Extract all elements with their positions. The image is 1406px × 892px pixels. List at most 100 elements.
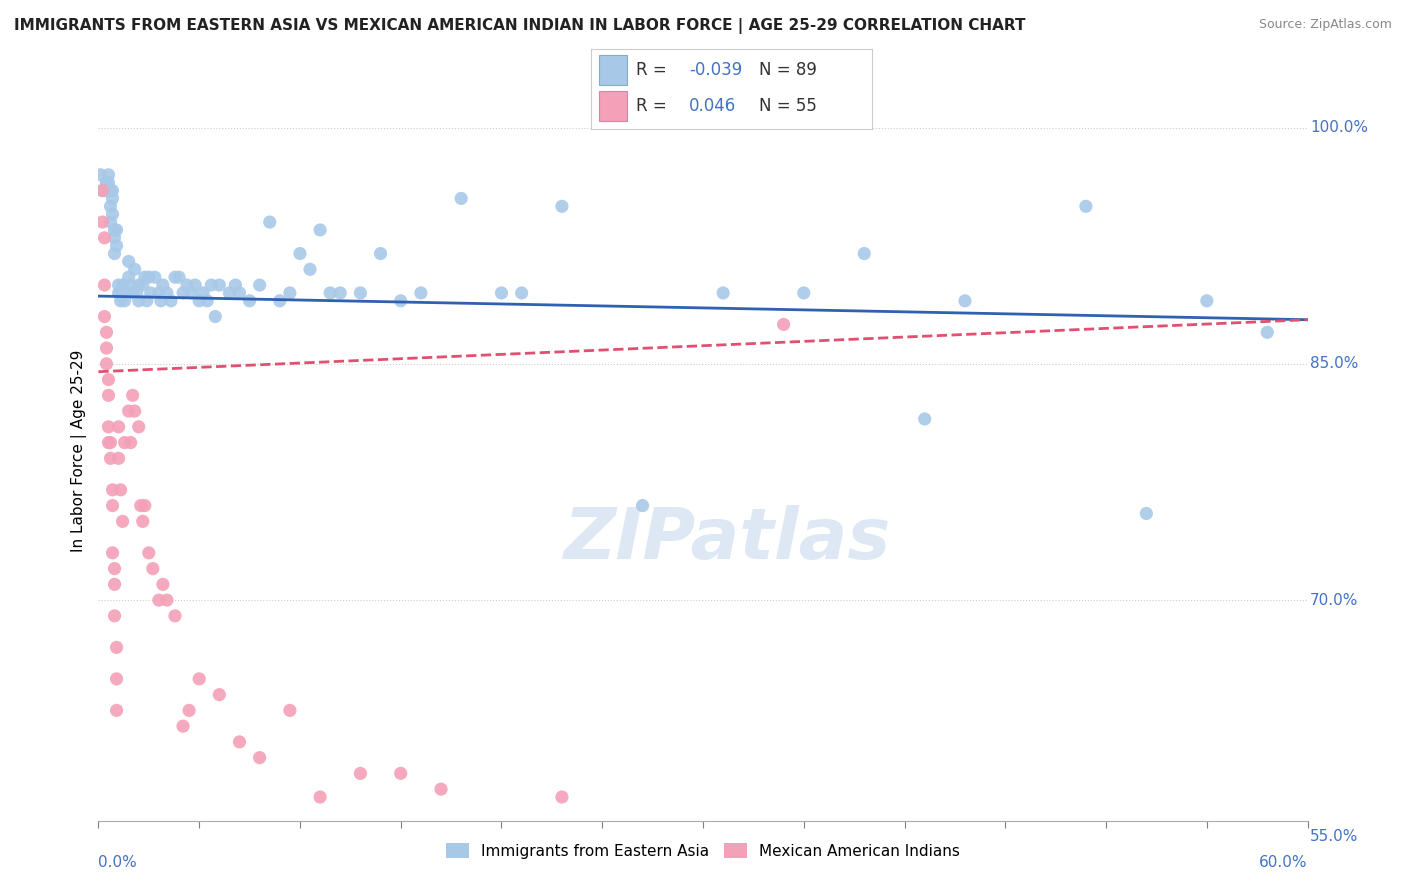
Point: [138, 546, 160, 560]
Text: 60.0%: 60.0%: [1260, 855, 1308, 871]
Point: [249, 750, 271, 764]
Point: [118, 254, 141, 268]
Point: [101, 191, 124, 205]
Text: R =: R =: [636, 61, 666, 78]
Point: [148, 593, 170, 607]
Point: [101, 483, 124, 497]
Point: [152, 577, 174, 591]
Point: [100, 184, 122, 198]
Point: [551, 790, 574, 805]
Point: [309, 223, 332, 237]
Point: [128, 293, 150, 308]
Point: [163, 608, 186, 623]
Point: [132, 514, 155, 528]
Point: [491, 285, 513, 300]
Point: [107, 451, 129, 466]
Point: [111, 278, 134, 293]
Point: [914, 412, 936, 426]
Point: [953, 293, 976, 308]
Point: [97, 420, 120, 434]
Point: [172, 719, 194, 733]
Point: [510, 285, 533, 300]
Point: [218, 285, 240, 300]
Point: [184, 278, 207, 293]
Point: [91, 184, 114, 198]
Point: [148, 285, 170, 300]
Point: [450, 191, 472, 205]
Point: [269, 293, 291, 308]
Point: [97, 176, 120, 190]
Point: [110, 483, 132, 497]
Point: [139, 285, 162, 300]
Point: [551, 199, 574, 213]
Text: N = 55: N = 55: [759, 97, 817, 115]
Point: [124, 404, 146, 418]
Text: ZIPatlas: ZIPatlas: [564, 505, 891, 574]
Point: [97, 388, 120, 402]
Point: [278, 703, 301, 717]
Point: [200, 278, 222, 293]
Point: [1256, 326, 1278, 340]
Point: [118, 404, 141, 418]
Point: [138, 270, 160, 285]
Point: [172, 285, 194, 300]
Point: [208, 688, 231, 702]
Point: [134, 499, 156, 513]
Point: [239, 293, 262, 308]
Point: [309, 790, 332, 805]
Point: [188, 672, 211, 686]
Point: [97, 435, 120, 450]
Point: [299, 262, 322, 277]
Point: [389, 293, 412, 308]
Point: [132, 278, 155, 293]
Point: [129, 499, 152, 513]
Point: [101, 546, 124, 560]
Point: [100, 199, 122, 213]
Point: [259, 215, 281, 229]
FancyBboxPatch shape: [599, 91, 627, 121]
Text: 0.0%: 0.0%: [98, 855, 138, 871]
Point: [160, 293, 183, 308]
Point: [125, 285, 148, 300]
Point: [100, 215, 122, 229]
Point: [121, 285, 143, 300]
Text: 100.0%: 100.0%: [1310, 120, 1368, 135]
Point: [288, 246, 311, 260]
Point: [103, 246, 125, 260]
Point: [114, 293, 136, 308]
Point: [93, 231, 115, 245]
Point: [103, 608, 125, 623]
Point: [115, 285, 138, 300]
Point: [105, 640, 128, 655]
Point: [103, 577, 125, 591]
Y-axis label: In Labor Force | Age 25-29: In Labor Force | Age 25-29: [72, 350, 87, 551]
Text: IMMIGRANTS FROM EASTERN ASIA VS MEXICAN AMERICAN INDIAN IN LABOR FORCE | AGE 25-: IMMIGRANTS FROM EASTERN ASIA VS MEXICAN …: [14, 18, 1025, 34]
Text: N = 89: N = 89: [759, 61, 817, 78]
Point: [118, 270, 141, 285]
Text: 70.0%: 70.0%: [1310, 592, 1358, 607]
Point: [631, 499, 654, 513]
Text: -0.039: -0.039: [689, 61, 742, 78]
Point: [128, 420, 150, 434]
Point: [135, 293, 157, 308]
Point: [91, 184, 114, 198]
Text: 0.046: 0.046: [689, 97, 737, 115]
Point: [208, 278, 231, 293]
Point: [121, 388, 143, 402]
Point: [204, 310, 226, 324]
Point: [103, 223, 125, 237]
Text: 55.0%: 55.0%: [1310, 829, 1358, 844]
Point: [105, 703, 128, 717]
Point: [124, 262, 146, 277]
Point: [110, 293, 132, 308]
Point: [142, 561, 165, 575]
Legend: Immigrants from Eastern Asia, Mexican American Indians: Immigrants from Eastern Asia, Mexican Am…: [440, 837, 966, 865]
Point: [97, 168, 120, 182]
Point: [711, 285, 734, 300]
Point: [96, 341, 118, 355]
Point: [93, 310, 115, 324]
Point: [224, 278, 246, 293]
Point: [163, 270, 186, 285]
FancyBboxPatch shape: [599, 54, 627, 86]
Point: [156, 285, 179, 300]
